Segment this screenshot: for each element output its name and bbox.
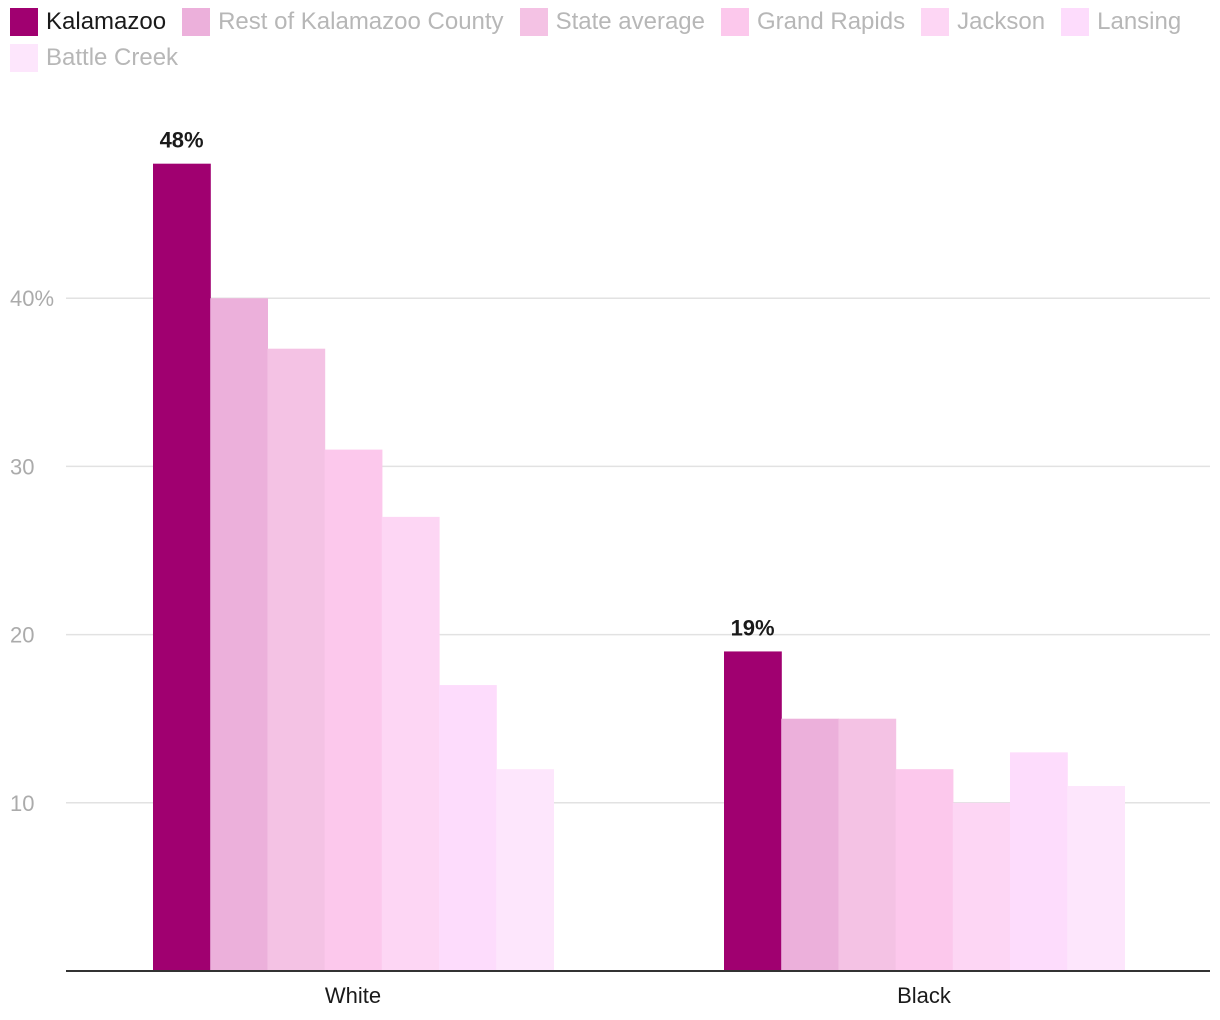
- legend-label: Grand Rapids: [757, 8, 906, 35]
- y-tick-label: 20: [10, 623, 34, 648]
- bar-rest-of-kalamazoo-county-black[interactable]: [781, 718, 839, 971]
- y-tick-label: 30: [10, 454, 34, 479]
- bar-rest-of-kalamazoo-county-white[interactable]: [210, 298, 268, 971]
- legend-swatch: [1061, 8, 1090, 36]
- legend-swatch: [10, 8, 38, 36]
- legend-swatch: [519, 8, 548, 36]
- legend-item-grand-rapids[interactable]: Grand Rapids: [721, 8, 905, 36]
- bar-kalamazoo-white[interactable]: [153, 163, 211, 971]
- legend-swatch: [721, 8, 749, 36]
- bar-battle-creek-white[interactable]: [496, 769, 554, 971]
- bar-grand-rapids-black[interactable]: [895, 769, 954, 971]
- legend-swatch: [182, 8, 211, 36]
- x-category-label: Black: [897, 983, 952, 1008]
- legend-label: Battle Creek: [46, 44, 179, 71]
- legend-label: Jackson: [957, 8, 1046, 35]
- legend-item-lansing[interactable]: Lansing: [1061, 8, 1181, 36]
- legend-label: Lansing: [1097, 8, 1182, 35]
- labels: 10 20 30 40% White Black 48% 19%: [10, 128, 952, 1008]
- legend-item-state-average[interactable]: State average: [519, 8, 705, 36]
- bar-jackson-black[interactable]: [952, 802, 1011, 971]
- legend-item-kalamazoo[interactable]: Kalamazoo: [10, 8, 166, 36]
- y-tick-label: 40%: [10, 286, 54, 311]
- legend-swatch: [921, 8, 950, 36]
- legend-item-jackson[interactable]: Jackson: [921, 8, 1045, 36]
- chart-legend: Kalamazoo Rest of Kalamazoo County State a…: [10, 8, 1210, 72]
- legend-label: Kalamazoo: [46, 8, 167, 35]
- bar-state-average-white[interactable]: [267, 348, 326, 971]
- bar-lansing-black[interactable]: [1010, 752, 1068, 971]
- bars: [153, 163, 1125, 971]
- data-label: 19%: [731, 615, 775, 640]
- bar-battle-creek-black[interactable]: [1067, 785, 1125, 971]
- data-label: 48%: [160, 128, 204, 153]
- legend-label: State average: [555, 8, 705, 35]
- x-category-label: White: [325, 983, 381, 1008]
- bar-jackson-white[interactable]: [381, 516, 440, 971]
- bar-grand-rapids-white[interactable]: [324, 449, 383, 971]
- bar-state-average-black[interactable]: [838, 718, 897, 971]
- legend-swatch: [10, 44, 38, 72]
- y-tick-label: 10: [10, 791, 34, 816]
- bar-lansing-white[interactable]: [439, 685, 497, 971]
- legend-label: Rest of Kalamazoo County: [218, 8, 504, 35]
- legend-item-rest-of-kalamazoo-county[interactable]: Rest of Kalamazoo County: [182, 8, 504, 36]
- legend-item-battle-creek[interactable]: Battle Creek: [10, 44, 178, 72]
- bar-kalamazoo-black[interactable]: [724, 651, 782, 971]
